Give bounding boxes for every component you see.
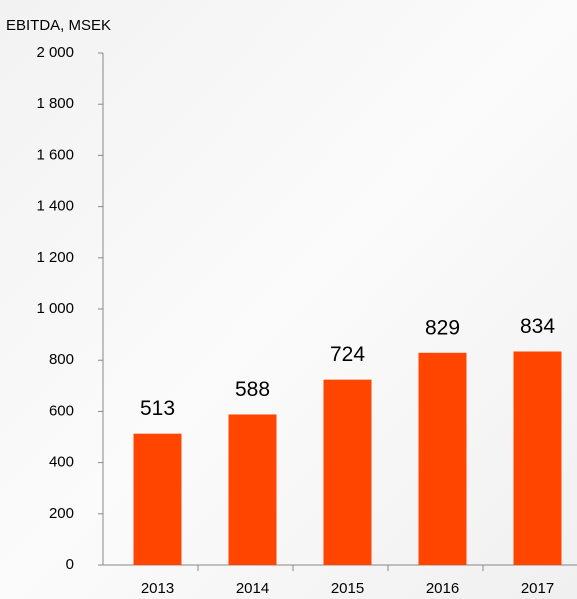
value-label: 588 [235, 378, 270, 401]
value-label: 724 [330, 343, 365, 366]
x-tick-label: 2016 [426, 580, 459, 597]
x-tick-label: 2013 [141, 580, 174, 597]
bar [228, 414, 277, 565]
bar [323, 379, 372, 565]
value-label: 513 [140, 397, 175, 420]
y-tick-label: 1 800 [36, 95, 74, 112]
y-tick-label: 600 [49, 402, 74, 419]
y-tick-label: 400 [49, 454, 74, 471]
bar [418, 352, 467, 565]
y-tick-label: 1 400 [36, 198, 74, 215]
x-tick-label: 2014 [236, 580, 269, 597]
y-tick-label: 2 000 [36, 44, 74, 61]
chart-title: EBITDA, MSEK [6, 17, 111, 34]
value-label: 829 [425, 316, 460, 339]
bar [133, 433, 182, 565]
y-tick-label: 1 600 [36, 146, 74, 163]
y-tick-label: 0 [66, 556, 74, 573]
y-tick-label: 800 [49, 351, 74, 368]
x-tick-label: 2017 [521, 580, 554, 597]
y-tick-label: 200 [49, 505, 74, 522]
y-tick-label: 1 000 [36, 300, 74, 317]
y-tick-label: 1 200 [36, 249, 74, 266]
bar [513, 351, 562, 565]
x-tick-label: 2015 [331, 580, 364, 597]
value-label: 834 [520, 315, 555, 338]
